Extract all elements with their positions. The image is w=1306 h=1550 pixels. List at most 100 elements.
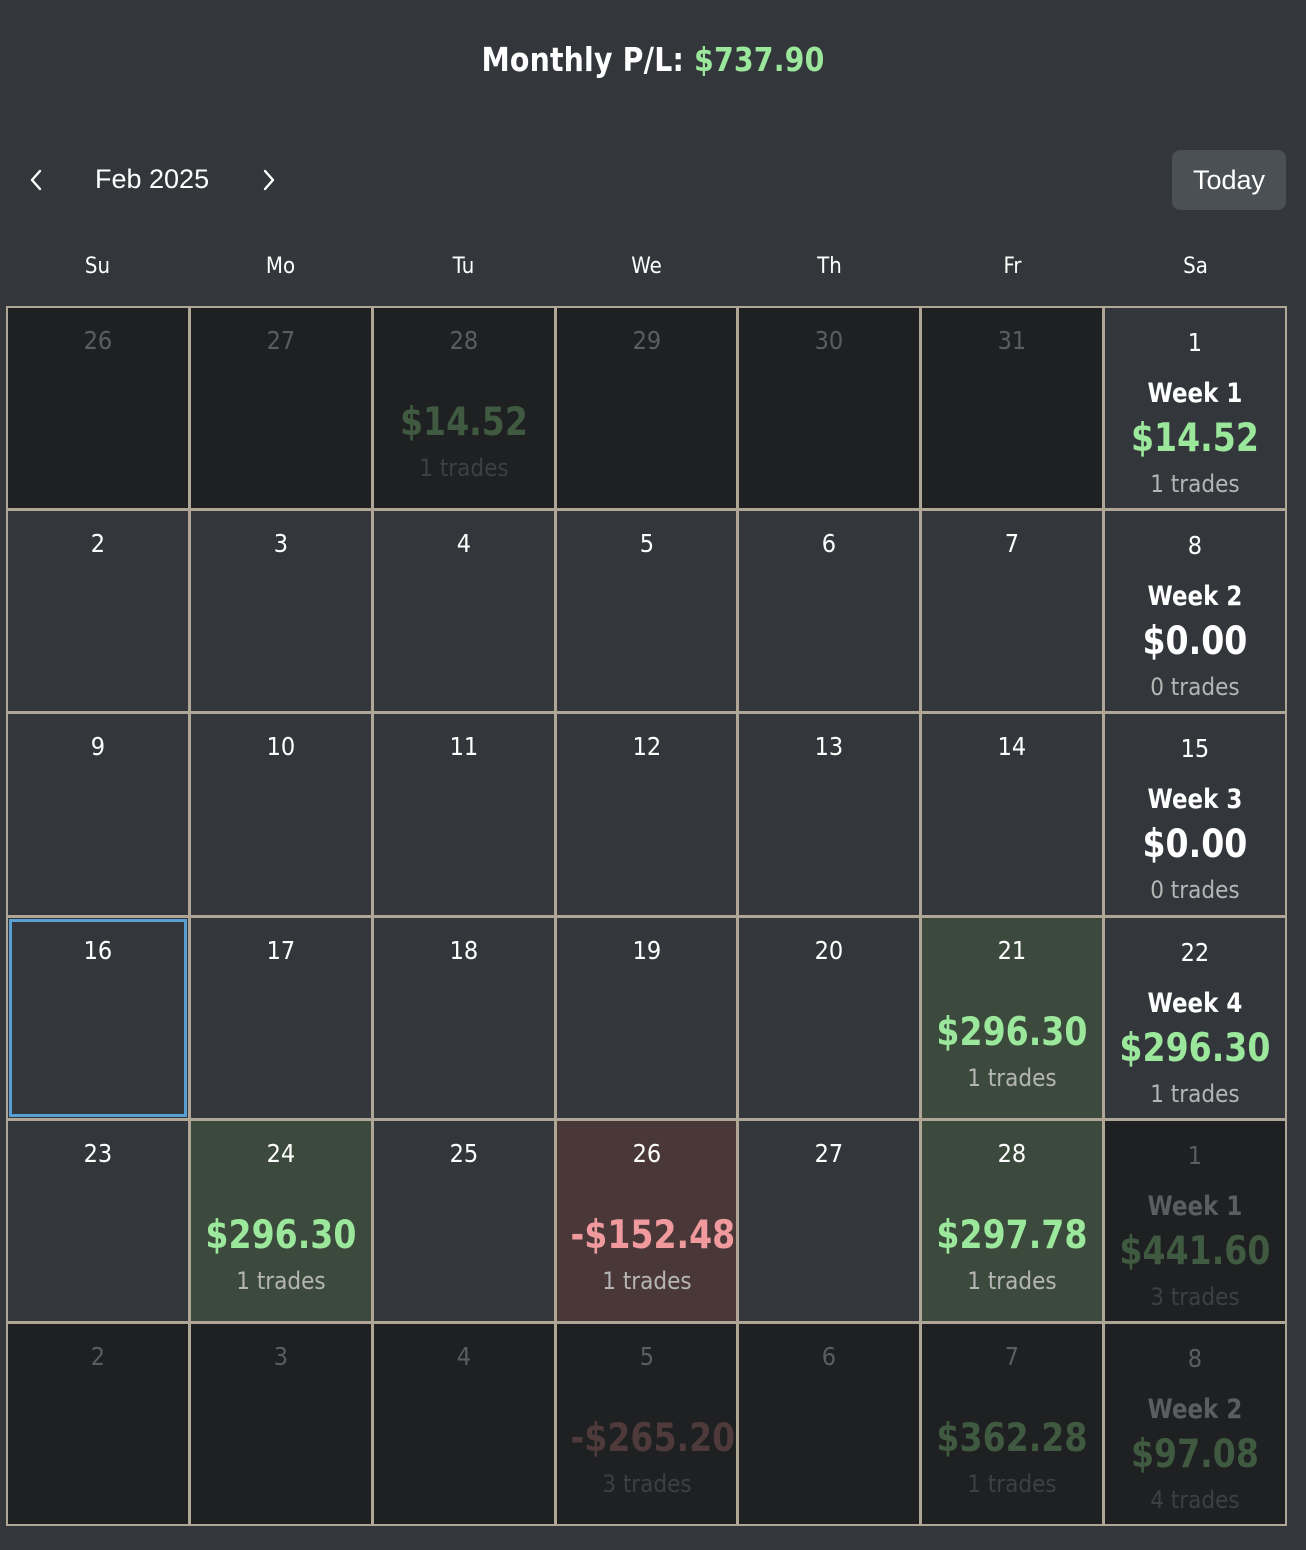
calendar-day-cell[interactable]: 19 — [556, 917, 737, 1118]
today-button[interactable]: Today — [1172, 150, 1286, 210]
monthly-pl-amount: $737.90 — [694, 40, 825, 79]
chevron-right-icon[interactable] — [249, 160, 289, 200]
day-trade-count: 1 trades — [967, 1063, 1057, 1092]
week-label: Week 4 — [1147, 987, 1243, 1019]
day-pl-value: $296.30 — [936, 1009, 1088, 1055]
day-trade-count: 1 trades — [967, 1266, 1057, 1295]
week-label: Week 1 — [1147, 1190, 1243, 1222]
calendar-day-cell[interactable]: 25 — [373, 1120, 554, 1321]
calendar-day-cell[interactable]: 12 — [556, 714, 737, 915]
day-number: 31 — [997, 326, 1027, 355]
calendar-day-cell[interactable]: 28 $14.52 1 trades — [373, 308, 554, 509]
calendar-day-cell[interactable]: 9 — [8, 714, 188, 915]
day-number: 9 — [90, 732, 106, 762]
calendar-day-cell[interactable]: 18 — [373, 917, 554, 1118]
day-number: 11 — [449, 732, 478, 762]
day-number: 20 — [815, 935, 844, 965]
week-trade-count: 0 trades — [1150, 876, 1240, 905]
calendar-grid: 26 27 28 $14.52 1 trades 29 30 31 1 Week 1 $14.52 1… — [6, 306, 1287, 1526]
day-number: 28 — [449, 326, 478, 355]
day-number: 5 — [639, 529, 654, 559]
calendar-day-cell[interactable]: 5 — [556, 511, 737, 712]
chevron-left-icon[interactable] — [16, 160, 56, 200]
current-month-label: Feb 2025 — [95, 164, 210, 194]
calendar-day-cell[interactable]: 24 $296.30 1 trades — [190, 1120, 371, 1321]
calendar-day-cell[interactable]: 17 — [190, 917, 371, 1118]
week-summary-cell[interactable]: 8 Week 2 $0.00 0 trades — [1105, 511, 1285, 712]
calendar-day-cell[interactable]: 3 — [190, 511, 371, 712]
week-trade-count: 1 trades — [1150, 1079, 1240, 1108]
calendar-day-cell[interactable]: 10 — [190, 714, 371, 915]
week-summary-cell[interactable]: 1 Week 1 $441.60 3 trades — [1105, 1120, 1285, 1321]
day-number: 27 — [815, 1138, 844, 1168]
weekday-label: Tu — [452, 254, 475, 279]
day-number: 22 — [1180, 937, 1210, 967]
weekday-header: Su Mo Tu We Th Fr Sa — [6, 254, 1287, 284]
day-number: 6 — [822, 1341, 837, 1371]
day-number: 18 — [449, 935, 478, 965]
day-number: 21 — [997, 935, 1027, 965]
calendar-day-cell[interactable]: 26 -$152.48 1 trades — [556, 1120, 737, 1321]
day-pl-value: $14.52 — [399, 400, 528, 445]
calendar-nav: Feb 2025 Today — [0, 150, 1306, 210]
calendar-day-cell[interactable]: 27 — [739, 1120, 920, 1321]
monthly-pl-label: Monthly P/L: — [481, 40, 684, 79]
calendar-day-cell[interactable]: 3 — [190, 1323, 371, 1524]
day-number: 3 — [273, 529, 288, 559]
calendar-day-cell[interactable]: 7 $362.28 1 trades — [922, 1323, 1103, 1524]
day-pl-value: -$152.48 — [570, 1212, 735, 1258]
calendar-day-cell[interactable]: 23 — [8, 1120, 188, 1321]
day-number: 7 — [1005, 1341, 1020, 1371]
calendar-day-cell[interactable]: 31 — [922, 308, 1103, 509]
calendar-day-cell[interactable]: 21 $296.30 1 trades — [922, 917, 1103, 1118]
day-trade-count: 1 trades — [418, 454, 509, 482]
calendar-day-cell[interactable]: 29 — [556, 308, 737, 509]
week-summary-cell[interactable]: 15 Week 3 $0.00 0 trades — [1105, 714, 1285, 915]
weekday-label: Su — [84, 254, 111, 279]
day-number: 3 — [273, 1341, 288, 1371]
week-summary-cell[interactable]: 22 Week 4 $296.30 1 trades — [1105, 917, 1285, 1118]
day-number: 28 — [997, 1138, 1027, 1168]
day-number: 7 — [1005, 529, 1020, 559]
day-number: 14 — [997, 732, 1027, 762]
day-number: 26 — [83, 326, 113, 355]
calendar-day-cell[interactable]: 14 — [922, 714, 1103, 915]
calendar-day-cell[interactable]: 5 -$265.20 3 trades — [556, 1323, 737, 1524]
calendar-day-cell[interactable]: 28 $297.78 1 trades — [922, 1120, 1103, 1321]
day-number: 27 — [266, 326, 296, 355]
calendar-day-cell[interactable]: 27 — [190, 308, 371, 509]
calendar-day-cell[interactable]: 6 — [739, 1323, 920, 1524]
calendar-day-cell[interactable]: 30 — [739, 308, 920, 509]
monthly-pl-title: Monthly P/L: $737.90 — [91, 40, 1214, 79]
day-number: 8 — [1187, 531, 1203, 561]
day-trade-count: 1 trades — [967, 1469, 1057, 1498]
day-number: 4 — [456, 529, 471, 559]
day-number: 29 — [632, 326, 661, 355]
day-number: 2 — [90, 1341, 106, 1371]
calendar-day-cell[interactable]: 7 — [922, 511, 1103, 712]
calendar-day-cell[interactable]: 11 — [373, 714, 554, 915]
day-number: 13 — [815, 732, 844, 762]
weekday-label: Th — [817, 254, 842, 279]
calendar-day-cell[interactable]: 13 — [739, 714, 920, 915]
day-pl-value: $297.78 — [936, 1212, 1088, 1258]
week-pl-value: $97.08 — [1131, 1431, 1260, 1477]
week-summary-cell[interactable]: 1 Week 1 $14.52 1 trades — [1105, 308, 1285, 509]
week-label: Week 1 — [1147, 378, 1243, 409]
day-number: 23 — [83, 1138, 113, 1168]
calendar-day-cell[interactable]: 26 — [8, 308, 188, 509]
day-number: 4 — [456, 1341, 471, 1371]
day-number: 25 — [449, 1138, 478, 1168]
weekday-label: We — [631, 254, 662, 279]
calendar-day-cell[interactable]: 20 — [739, 917, 920, 1118]
day-pl-value: $362.28 — [936, 1415, 1088, 1461]
calendar-day-cell[interactable]: 4 — [373, 1323, 554, 1524]
calendar-day-cell[interactable]: 4 — [373, 511, 554, 712]
calendar-day-cell[interactable]: 2 — [8, 1323, 188, 1524]
calendar-day-cell[interactable]: 6 — [739, 511, 920, 712]
calendar-day-cell[interactable]: 2 — [8, 511, 188, 712]
week-summary-cell[interactable]: 8 Week 2 $97.08 4 trades — [1105, 1323, 1285, 1524]
calendar-day-cell[interactable]: 16 — [8, 917, 188, 1118]
day-number: 2 — [90, 529, 106, 559]
week-pl-value: $441.60 — [1119, 1228, 1271, 1274]
